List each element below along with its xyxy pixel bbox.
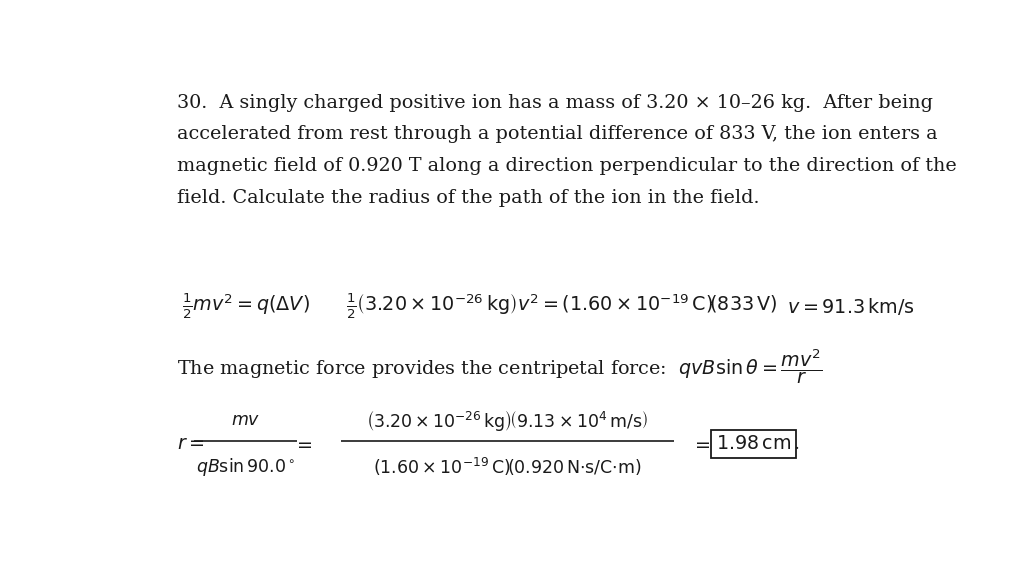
Text: $\frac{1}{2}mv^2 = q(\Delta V)$: $\frac{1}{2}mv^2 = q(\Delta V)$	[182, 291, 310, 321]
Text: $1.98\,\mathrm{cm}$: $1.98\,\mathrm{cm}$	[716, 435, 791, 453]
Text: $r=$: $r=$	[177, 435, 205, 453]
Text: $v=91.3\,\mathrm{km/s}$: $v=91.3\,\mathrm{km/s}$	[786, 296, 914, 317]
Text: $\left(1.60\times10^{-19}\,\mathrm{C}\right)\!\left(0.920\,\mathrm{N{\cdot}s/C{\: $\left(1.60\times10^{-19}\,\mathrm{C}\ri…	[373, 456, 642, 478]
Text: .: .	[793, 435, 799, 453]
Text: $=$: $=$	[691, 435, 712, 453]
Text: magnetic field of 0.920 T along a direction perpendicular to the direction of th: magnetic field of 0.920 T along a direct…	[177, 157, 957, 175]
Text: $\frac{1}{2}\left(3.20\times10^{-26}\,\mathrm{kg}\right)v^2=\left(1.60\times10^{: $\frac{1}{2}\left(3.20\times10^{-26}\,\m…	[346, 291, 777, 321]
Text: accelerated from rest through a potential difference of 833 V, the ion enters a: accelerated from rest through a potentia…	[177, 126, 938, 143]
Text: $\left(3.20\times10^{-26}\,\mathrm{kg}\right)\!\left(9.13\times10^{4}\,\mathrm{m: $\left(3.20\times10^{-26}\,\mathrm{kg}\r…	[367, 408, 648, 433]
Text: $mv$: $mv$	[230, 412, 260, 429]
Text: $qB\sin90.0^\circ$: $qB\sin90.0^\circ$	[196, 456, 295, 478]
Text: The magnetic force provides the centripetal force:  $qvB\sin\theta = \dfrac{mv^2: The magnetic force provides the centripe…	[177, 347, 823, 385]
Text: field. Calculate the radius of the path of the ion in the field.: field. Calculate the radius of the path …	[177, 190, 760, 207]
Text: $=$: $=$	[293, 435, 312, 453]
Text: 30.  A singly charged positive ion has a mass of 3.20 × 10–26 kg.  After being: 30. A singly charged positive ion has a …	[177, 93, 933, 112]
